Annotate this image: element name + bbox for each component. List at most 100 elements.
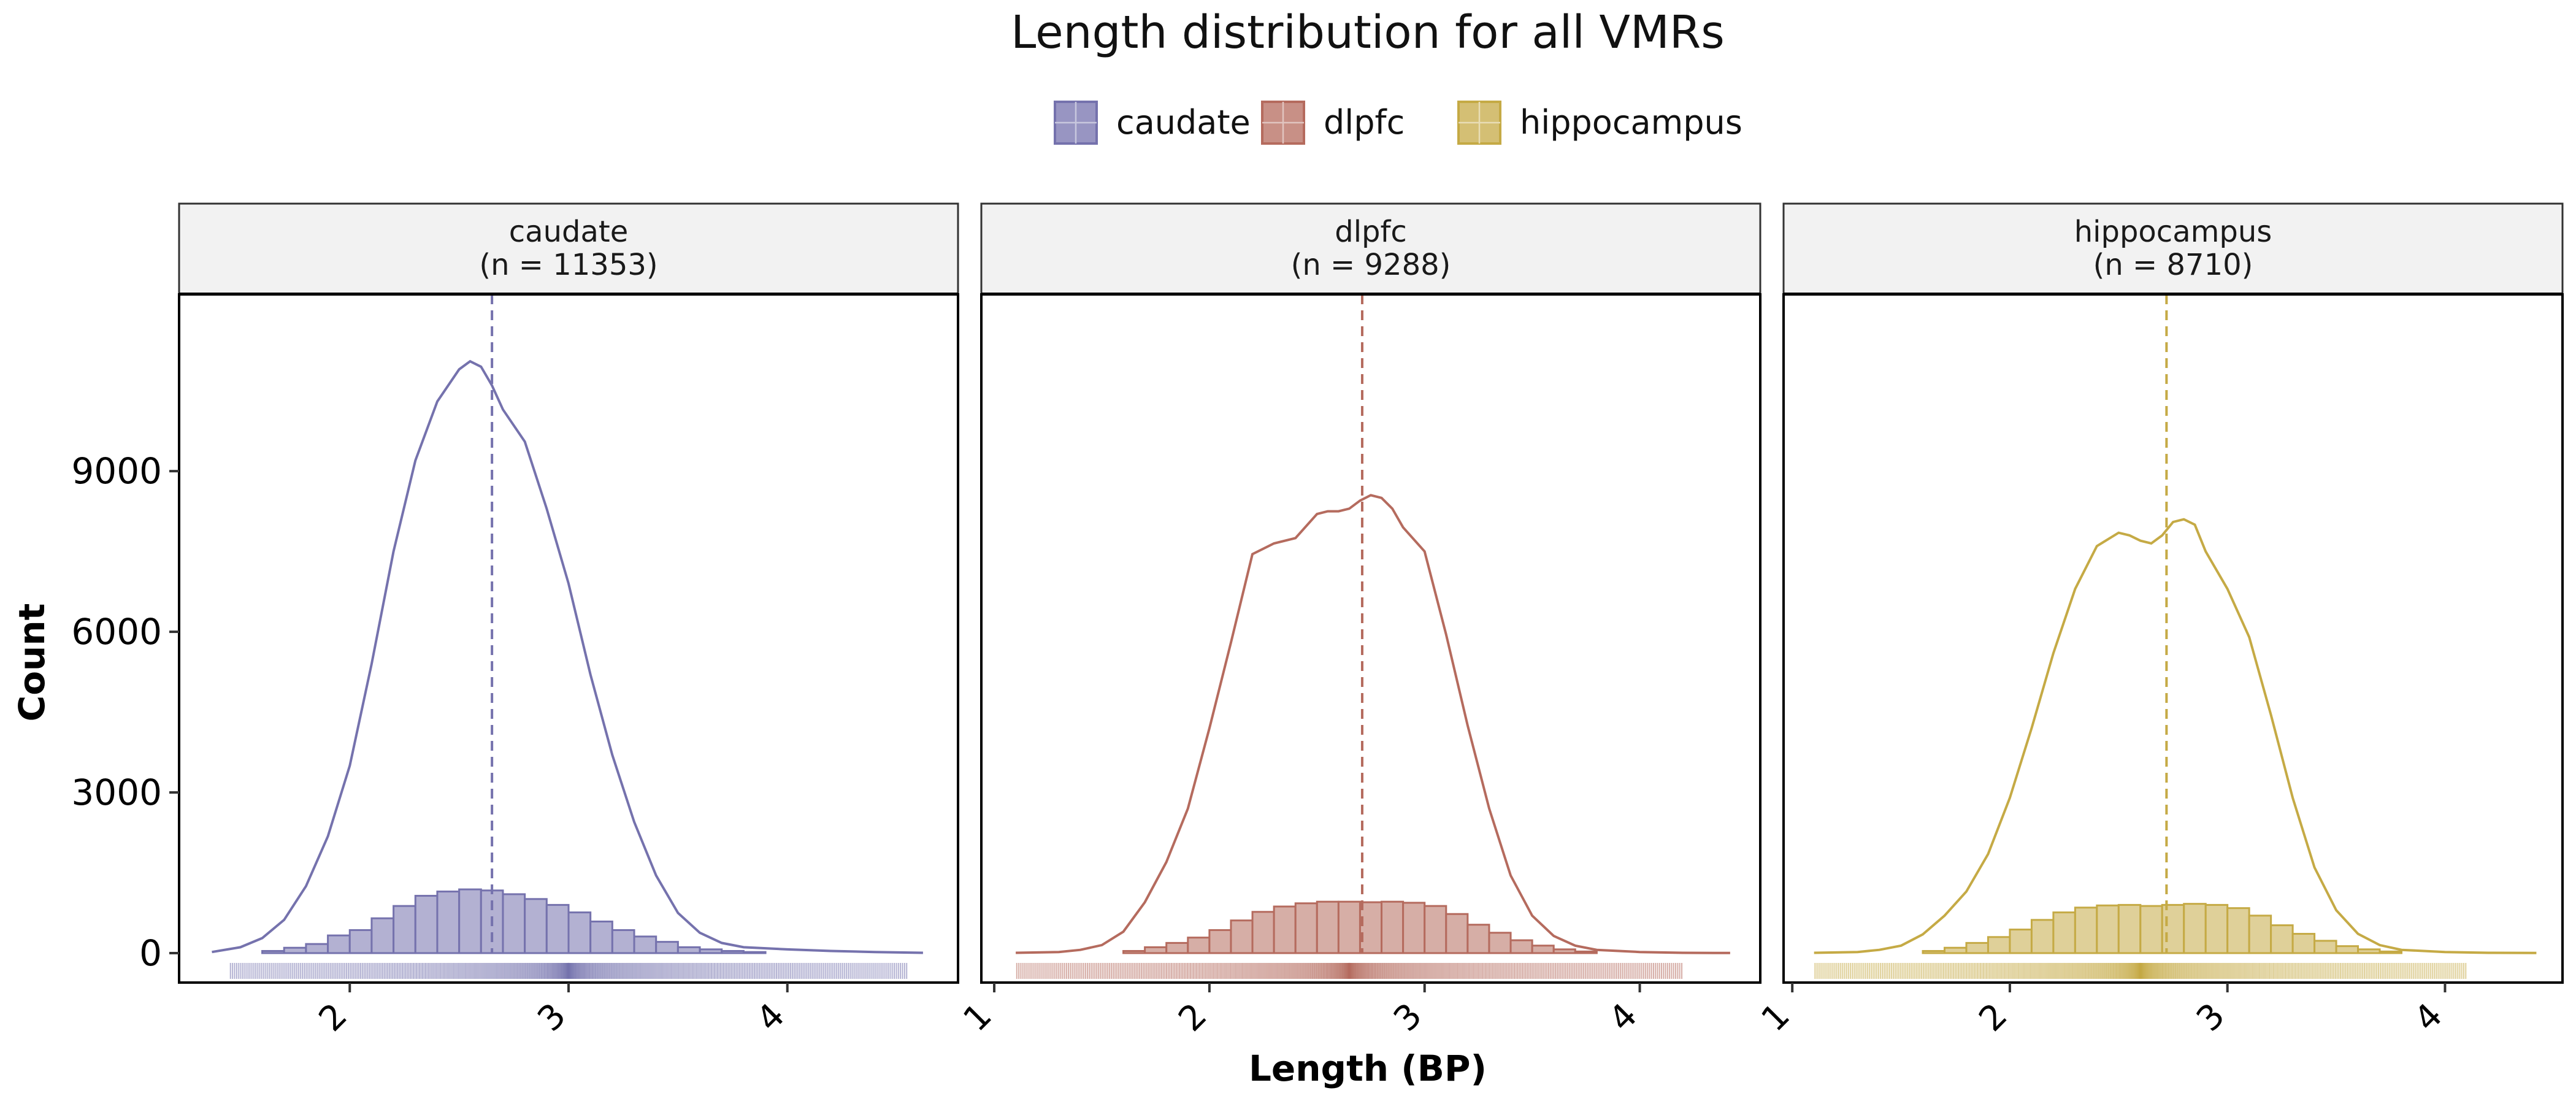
- histogram-bar: [2270, 924, 2294, 954]
- histogram-bar: [1466, 924, 1490, 954]
- x-tick-label: 4: [2407, 995, 2450, 1039]
- rug-caudate: [229, 962, 908, 979]
- histogram-bar: [655, 941, 679, 954]
- histogram-bar: [1574, 950, 1598, 954]
- histogram-bar: [2248, 914, 2272, 954]
- x-tick-label: 2: [1971, 995, 2015, 1039]
- x-axis-caudate: 2 3 4: [312, 983, 792, 1040]
- x-tick-label: 2: [1171, 995, 1214, 1039]
- histogram-bar: [1273, 905, 1297, 954]
- histogram-bar: [1230, 919, 1254, 954]
- histogram-bar: [545, 903, 570, 954]
- panel-frame-hippocampus: [1782, 293, 2564, 984]
- chart-title: Length distribution for all VMRs: [1011, 6, 1725, 59]
- legend-label-caudate: caudate: [1116, 103, 1251, 142]
- x-axis-dlpfc: 1 2 3 4: [956, 983, 1645, 1040]
- histogram-bar: [633, 935, 657, 954]
- histogram-bar: [2096, 904, 2120, 954]
- histogram-bar: [2139, 905, 2163, 954]
- strip-subtitle-dlpfc: (n = 9288): [1291, 248, 1451, 282]
- histogram-bar: [348, 929, 373, 954]
- histogram-bar: [393, 905, 416, 954]
- rug-dlpfc: [1016, 962, 1683, 979]
- histogram-bar: [2357, 948, 2381, 954]
- histogram-bar: [589, 920, 613, 954]
- histogram-bar: [305, 943, 329, 954]
- strip-dlpfc: [980, 202, 1761, 296]
- x-tick-label: 3: [1386, 995, 1430, 1039]
- x-tick-label: 3: [2189, 995, 2233, 1039]
- strip-hippocampus: [1782, 202, 2564, 296]
- x-axis-hippocampus: 1 2 3 4: [1754, 983, 2450, 1040]
- histogram-bar: [1187, 937, 1211, 954]
- histogram-bar: [611, 929, 635, 954]
- histogram-bar: [699, 948, 723, 954]
- histogram-bar: [1488, 932, 1512, 954]
- density-curve-hippocampus: [1814, 518, 2537, 954]
- histogram-bar: [2117, 903, 2142, 954]
- histogram-bar: [2291, 933, 2316, 954]
- histogram-bar: [1922, 949, 1946, 954]
- panels: caudate(n = 11353) 2 3 4 dlpfc(n = 9288) 1 2 3 4…: [178, 202, 2564, 1040]
- histogram-bar: [1359, 901, 1383, 954]
- x-tick-label: 1: [956, 995, 999, 1039]
- strip-subtitle-hippocampus: (n = 8710): [2093, 248, 2253, 282]
- histogram-bar: [2204, 903, 2229, 954]
- histogram-bar: [1531, 945, 1555, 954]
- histogram-bar: [1122, 949, 1146, 954]
- histogram-bar: [2161, 903, 2185, 954]
- histogram-bar: [2183, 903, 2207, 954]
- x-tick-label: 3: [530, 995, 573, 1039]
- histogram-bar: [458, 888, 482, 954]
- histogram-bar: [1944, 946, 1968, 954]
- histogram-bar: [1402, 902, 1426, 954]
- histogram-bar: [2009, 929, 2033, 954]
- histogram-bar: [2226, 907, 2250, 954]
- strip-subtitle-caudate: (n = 11353): [479, 248, 657, 282]
- legend: caudate dlpfc hippocampus: [1054, 101, 1742, 145]
- histogram-bar: [1316, 900, 1340, 954]
- y-tick-label: 3000: [71, 772, 162, 813]
- histogram-bar: [1337, 900, 1361, 954]
- histogram-bar: [502, 893, 526, 954]
- histogram-bar: [1251, 911, 1275, 954]
- y-axis: 0 3000 6000 9000: [71, 450, 179, 974]
- legend-item-caudate: caudate: [1054, 101, 1251, 145]
- histogram-caudate: [261, 888, 767, 954]
- histogram-bar: [370, 917, 395, 954]
- histogram-bar: [2074, 907, 2098, 954]
- density-curve-caudate: [212, 359, 923, 954]
- y-tick-label: 0: [139, 932, 162, 974]
- panel-frame-dlpfc: [980, 293, 1761, 984]
- histogram-bar: [1165, 941, 1189, 954]
- histogram-bar: [721, 949, 745, 954]
- strip-title-dlpfc: dlpfc: [1335, 215, 1407, 249]
- histogram-bar: [1509, 939, 1533, 954]
- histogram-bar: [327, 934, 351, 954]
- histogram-bar: [436, 891, 461, 954]
- histogram-bar: [1381, 900, 1405, 954]
- legend-item-hippocampus: hippocampus: [1457, 101, 1742, 145]
- plot-background-caudate: [179, 294, 958, 983]
- legend-label-hippocampus: hippocampus: [1520, 103, 1742, 142]
- histogram-bar: [1445, 913, 1469, 954]
- histogram-hippocampus: [1922, 903, 2402, 954]
- histogram-bar: [2313, 940, 2337, 954]
- y-tick-label: 9000: [71, 450, 162, 492]
- plot-background-dlpfc: [981, 294, 1760, 983]
- histogram-bar: [2379, 950, 2402, 954]
- density-curve-dlpfc: [1016, 494, 1730, 954]
- histogram-bar: [2052, 911, 2076, 954]
- histogram-bar: [283, 946, 307, 954]
- strip-title-hippocampus: hippocampus: [2074, 215, 2272, 249]
- histogram-bar: [1294, 902, 1318, 954]
- panel-hippocampus: hippocampus(n = 8710) 1 2 3 4: [1754, 202, 2564, 1040]
- histogram-bar: [742, 951, 767, 954]
- histogram-bar: [1208, 929, 1232, 954]
- x-tick-label: 4: [749, 995, 792, 1039]
- legend-label-dlpfc: dlpfc: [1324, 103, 1405, 142]
- x-tick-label: 2: [312, 995, 355, 1039]
- y-axis-title: Count: [11, 604, 53, 722]
- panel-dlpfc: dlpfc(n = 9288) 1 2 3 4: [956, 202, 1761, 1040]
